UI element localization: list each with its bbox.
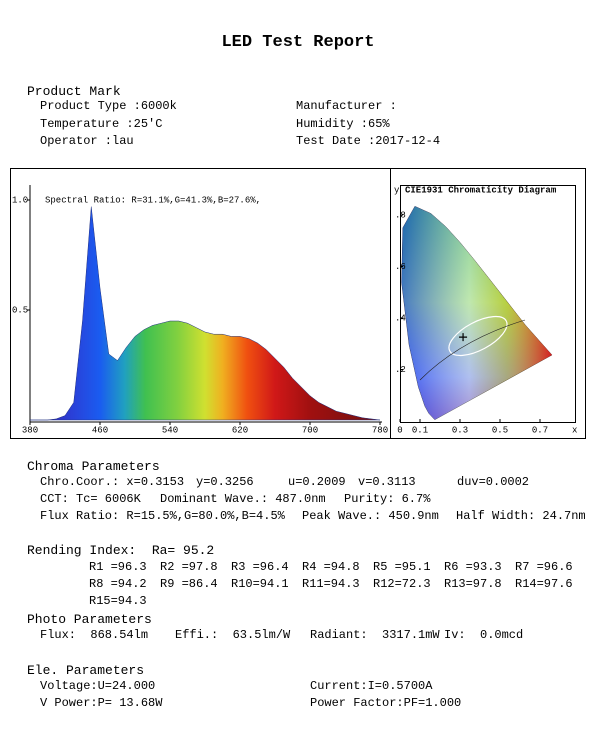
- field: v=0.3113: [358, 475, 416, 489]
- y-tick-label: .4: [395, 313, 406, 323]
- field: Voltage:U=24.000: [40, 679, 156, 693]
- section-heading: Product Mark: [27, 84, 121, 99]
- cie-frame: [390, 168, 586, 439]
- x-tick-label: 380: [22, 425, 38, 435]
- planckian-locus: [419, 319, 526, 381]
- ri-value: R5 =95.1: [373, 560, 431, 574]
- report-title: LED Test Report: [221, 33, 375, 52]
- ri-value: R8 =94.2: [89, 577, 147, 591]
- x-tick-label: 0.3: [452, 425, 468, 435]
- field: V Power:P= 13.68W: [40, 696, 163, 710]
- field: Flux Ratio: R=15.5%,G=80.0%,B=4.5%: [40, 509, 285, 523]
- ri-value: R10=94.1: [231, 577, 289, 591]
- cie-x-label: x: [572, 425, 577, 435]
- cie-axes: [400, 185, 576, 423]
- ri-value: R14=97.6: [515, 577, 573, 591]
- x-tick-label: 540: [162, 425, 178, 435]
- field: Humidity :65%: [296, 117, 390, 131]
- x-tick-label: 620: [232, 425, 248, 435]
- field: Current:I=0.5700A: [310, 679, 433, 693]
- cie-y-label: y: [394, 185, 400, 195]
- x-tick-label: 700: [302, 425, 318, 435]
- x-tick-label: 0.5: [492, 425, 508, 435]
- ri-value: R12=72.3: [373, 577, 431, 591]
- field: Peak Wave.: 450.9nm: [302, 509, 439, 523]
- x-tick-label: 780: [372, 425, 388, 435]
- field: Chro.Coor.: x=0.3153: [40, 475, 185, 489]
- cie-title: CIE1931 Chromaticity Diagram: [405, 185, 557, 195]
- field: Purity: 6.7%: [344, 492, 431, 506]
- ri-value: R11=94.3: [302, 577, 360, 591]
- field: Iv: 0.0mcd: [444, 628, 524, 642]
- field: Radiant: 3317.1mW: [310, 628, 440, 642]
- section-heading: Ele. Parameters: [27, 663, 145, 678]
- field: duv=0.0002: [457, 475, 530, 489]
- ri-value: R2 =97.8: [160, 560, 218, 574]
- y-tick-label: 1.0: [12, 195, 28, 205]
- y-tick-label: 0.5: [12, 305, 28, 315]
- field: Power Factor:PF=1.000: [310, 696, 462, 710]
- field: Temperature :25'C: [40, 117, 163, 131]
- ri-value: R9 =86.4: [160, 577, 218, 591]
- field: Effi.: 63.5lm/W: [175, 628, 291, 642]
- field: y=0.3256: [196, 475, 254, 489]
- spectrum-annotation: Spectral Ratio: R=31.1%,G=41.3%,B=27.6%,: [45, 195, 261, 205]
- section-heading: Rending Index: Ra= 95.2: [27, 543, 215, 558]
- locus-shade: [401, 206, 552, 420]
- ri-value: R3 =96.4: [231, 560, 289, 574]
- field: Test Date :2017-12-4: [296, 134, 441, 148]
- section-heading: Chroma Parameters: [27, 459, 160, 474]
- field: Product Type :6000k: [40, 99, 177, 113]
- ri-value: R13=97.8: [444, 577, 502, 591]
- field: Operator :lau: [40, 134, 134, 148]
- section-heading: Photo Parameters: [27, 612, 152, 627]
- field: Manufacturer :: [296, 99, 397, 113]
- ri-value: R7 =96.6: [515, 560, 573, 574]
- chromaticity-point: [459, 333, 468, 342]
- spectrum-area: [30, 206, 381, 421]
- ri-value: R15=94.3: [89, 594, 147, 608]
- field: Dominant Wave.: 487.0nm: [160, 492, 326, 506]
- ri-value: R6 =93.3: [444, 560, 502, 574]
- field: Flux: 868.54lm: [40, 628, 149, 642]
- x-tick-label: 0.7: [532, 425, 548, 435]
- field: Half Width: 24.7nm: [456, 509, 586, 523]
- y-tick-label: .8: [395, 210, 406, 220]
- x-tick-label: 0.1: [412, 425, 428, 435]
- field: CCT: Tc= 6006K: [40, 492, 141, 506]
- ri-value: R4 =94.8: [302, 560, 360, 574]
- y-tick-label: .2: [395, 365, 406, 375]
- ellipse: [448, 315, 508, 357]
- x-tick-label: 460: [92, 425, 108, 435]
- field: u=0.2009: [288, 475, 346, 489]
- y-tick-label: .6: [395, 262, 406, 272]
- ri-value: R1 =96.3: [89, 560, 147, 574]
- x-tick-label: 0: [397, 425, 402, 435]
